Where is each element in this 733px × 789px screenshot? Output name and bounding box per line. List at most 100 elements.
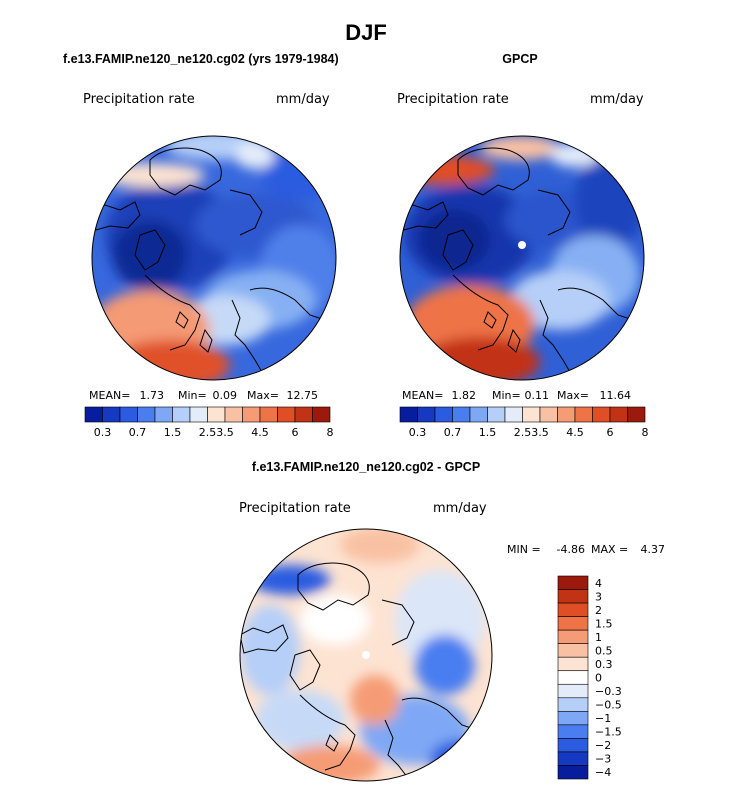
colorbar-tick-label: 8 <box>642 426 649 439</box>
min-value: -4.86 <box>557 543 585 556</box>
colorbar-tick-label: −1.5 <box>595 726 622 739</box>
colorbar-cell <box>557 406 576 423</box>
colorbar-cell <box>504 406 523 423</box>
colorbar-tick-label: −2 <box>595 739 611 752</box>
mean-label: MEAN= <box>89 389 130 402</box>
colorbar-tick-label: 0.3 <box>409 426 427 439</box>
colorbar-tick-label: 1.5 <box>595 617 613 630</box>
colorbar-cell <box>557 629 589 644</box>
panel-diff: f.e13.FAMIP.ne120_ne120.cg02 - GPCP Prec… <box>239 460 665 782</box>
colorbar-tick-label: 6 <box>292 426 299 439</box>
colorbar-cell <box>557 738 589 753</box>
colorbar-tick-label: 8 <box>327 426 334 439</box>
colorbar-tick-label: 3.5 <box>216 426 234 439</box>
colorbar-tick-label: 1.5 <box>164 426 182 439</box>
colorbar-tick-label: 1 <box>595 631 602 644</box>
colorbar-cell <box>627 406 646 423</box>
colorbar-cell <box>452 406 471 423</box>
panel-obs: GPCP Precipitation rate mm/day <box>397 52 649 439</box>
colorbar-cell <box>557 616 589 631</box>
colorbar-tick-label: 0.7 <box>444 426 462 439</box>
colorbar-cell <box>487 406 506 423</box>
panel-obs-left-label: Precipitation rate <box>397 92 509 107</box>
min-label: Min= <box>178 389 207 402</box>
colorbar-cell <box>557 724 589 739</box>
min-value: 0.09 <box>213 389 238 402</box>
colorbar-tick-label: 0.3 <box>94 426 112 439</box>
colorbar-cell <box>189 406 208 423</box>
colorbar-cell <box>557 589 589 604</box>
min-label: Min= <box>492 389 521 402</box>
colorbar-cell <box>399 406 418 423</box>
panel-diff-left-label: Precipitation rate <box>239 501 351 516</box>
colorbar-tick-label: 2.5 <box>514 426 532 439</box>
max-label: Max= <box>247 389 279 402</box>
colorbar-cell <box>557 670 589 685</box>
colorbar-cell <box>557 751 589 766</box>
main-title: DJF <box>345 20 387 45</box>
colorbar-tick-label: −4 <box>595 766 611 779</box>
colorbar-cell <box>557 643 589 658</box>
colorbar-tick-label: 0 <box>595 672 602 685</box>
colorbar-tick-label: 3 <box>595 590 602 603</box>
colorbar-cell <box>154 406 173 423</box>
max-value: 4.37 <box>641 543 666 556</box>
mean-label: MEAN= <box>402 389 443 402</box>
colorbar-tick-label: 6 <box>607 426 614 439</box>
panel-model-stats: MEAN= 1.73 Min= 0.09 Max= 12.75 <box>89 389 318 402</box>
colorbar-cell <box>224 406 243 423</box>
colorbar-cell <box>574 406 593 423</box>
panel-diff-stats: MIN = -4.86 MAX = 4.37 <box>507 543 665 556</box>
max-value: 12.75 <box>287 389 319 402</box>
colorbar-cell <box>102 406 121 423</box>
colorbar-cell <box>434 406 453 423</box>
mean-value: 1.82 <box>452 389 477 402</box>
colorbar-cell <box>172 406 191 423</box>
colorbar-cell <box>119 406 138 423</box>
colorbar-cell <box>557 697 589 712</box>
colorbar-cell <box>557 683 589 699</box>
colorbar-cell <box>557 575 589 590</box>
panel-obs-colorbar: 0.3 0.7 1.5 2.5 3.5 4.5 6 8 <box>399 406 649 439</box>
colorbar-tick-label: 4.5 <box>251 426 269 439</box>
colorbar-tick-label: 4 <box>595 577 602 590</box>
panel-diff-map <box>240 529 492 781</box>
colorbar-cell <box>557 711 589 726</box>
colorbar-tick-label: −0.3 <box>595 685 622 698</box>
panel-model: f.e13.FAMIP.ne120_ne120.cg02 (yrs 1979-1… <box>63 52 339 439</box>
panel-model-left-label: Precipitation rate <box>83 92 195 107</box>
colorbar-cell <box>312 406 331 423</box>
panel-model-colorbar: 0.3 0.7 1.5 2.5 3.5 4.5 6 8 <box>84 406 334 439</box>
panel-model-units: mm/day <box>276 92 330 107</box>
max-label: Max= <box>557 389 589 402</box>
colorbar-tick-label: 1.5 <box>479 426 497 439</box>
colorbar-cell <box>207 406 226 423</box>
panel-model-title: f.e13.FAMIP.ne120_ne120.cg02 (yrs 1979-1… <box>63 52 339 66</box>
colorbar-tick-label: 2 <box>595 604 602 617</box>
colorbar-cell <box>557 765 589 780</box>
panel-model-map <box>92 136 336 380</box>
colorbar-cell <box>294 406 313 423</box>
colorbar-tick-label: 2.5 <box>199 426 217 439</box>
colorbar-cell <box>259 406 278 423</box>
panel-obs-stats: MEAN= 1.82 Min= 0.11 Max= 11.64 <box>402 389 631 402</box>
colorbar-tick-label: 0.7 <box>129 426 147 439</box>
colorbar-cell <box>557 656 589 672</box>
colorbar-cell <box>609 406 628 423</box>
panel-obs-units: mm/day <box>590 92 644 107</box>
colorbar-cell <box>539 406 558 423</box>
colorbar-tick-label: −1 <box>595 712 611 725</box>
mean-value: 1.73 <box>140 389 165 402</box>
colorbar-tick-label: −0.5 <box>595 699 622 712</box>
max-label: MAX = <box>591 543 628 556</box>
colorbar-tick-label: 4.5 <box>566 426 584 439</box>
min-value: 0.11 <box>525 389 550 402</box>
max-value: 11.64 <box>600 389 632 402</box>
colorbar-tick-label: −3 <box>595 753 611 766</box>
colorbar-cell <box>242 406 261 423</box>
colorbar-tick-label: 0.3 <box>595 658 613 671</box>
colorbar-cell <box>137 406 156 423</box>
colorbar-cell <box>84 406 103 423</box>
